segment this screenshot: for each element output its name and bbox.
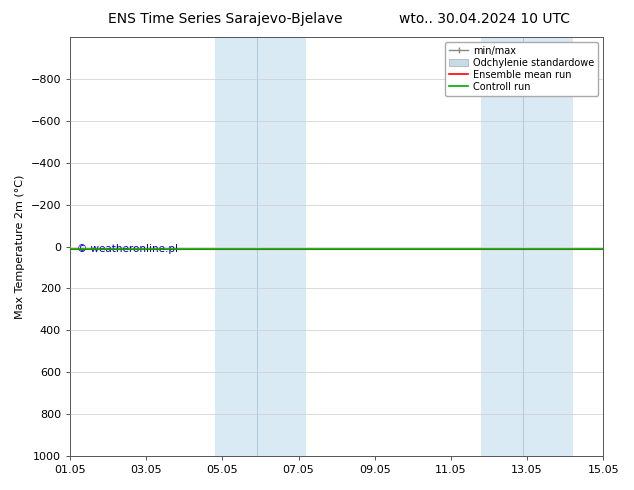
Bar [215,37,257,456]
Text: wto.. 30.04.2024 10 UTC: wto.. 30.04.2024 10 UTC [399,12,571,26]
Text: ENS Time Series Sarajevo-Bjelave: ENS Time Series Sarajevo-Bjelave [108,12,342,26]
Bar [523,37,573,456]
Text: © weatheronline.pl: © weatheronline.pl [77,244,178,254]
Bar [257,37,306,456]
Legend: min/max, Odchylenie standardowe, Ensemble mean run, Controll run: min/max, Odchylenie standardowe, Ensembl… [445,42,598,96]
Y-axis label: Max Temperature 2m (°C): Max Temperature 2m (°C) [15,174,25,318]
Bar [481,37,523,456]
